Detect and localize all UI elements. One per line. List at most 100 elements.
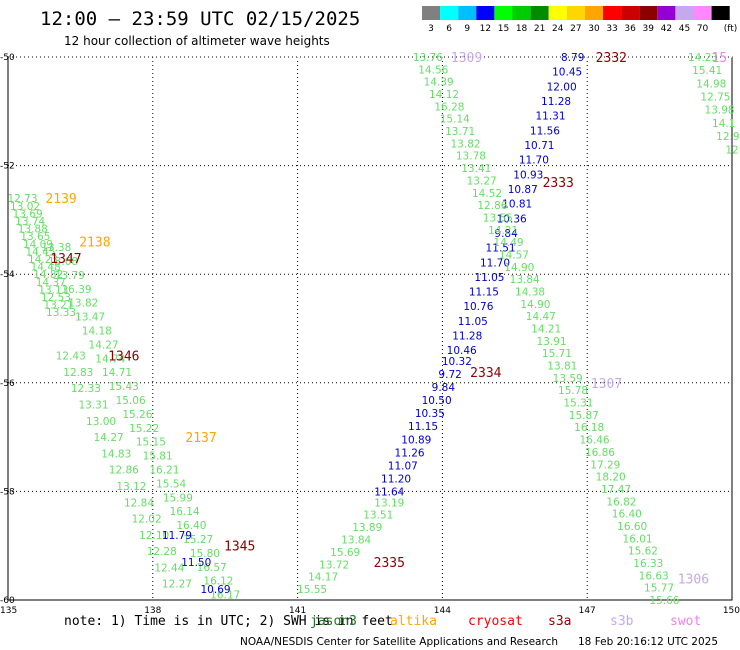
- wave-height-value: 10.93: [513, 169, 543, 181]
- colorbar-label: 27: [570, 24, 581, 34]
- wave-height-value: 14.17: [308, 572, 338, 584]
- wave-height-value: 13.59: [553, 373, 583, 385]
- y-axis-ticks: -50 -52 -54 -56 -58 -60: [0, 53, 15, 606]
- track-track-h: 13.7614.5614.3914.1216.2815.1413.7113.82…: [413, 52, 680, 607]
- footer-timestamp: 18 Feb 20:16:12 UTC 2025: [578, 636, 718, 648]
- x-tick-label: 135: [0, 606, 17, 616]
- wave-height-value: 16.82: [606, 496, 636, 508]
- wave-height-value: 15.14: [440, 114, 470, 126]
- wave-height-value: 10.81: [502, 199, 532, 211]
- wave-height-value: 12.02: [132, 514, 162, 526]
- page-title: 12:00 – 23:59 UTC 02/15/2025: [40, 8, 360, 30]
- wave-height-value: 13.51: [363, 510, 393, 522]
- wave-height-value: 13.81: [547, 361, 577, 373]
- wave-height-value: 11.20: [381, 473, 411, 485]
- wave-height-value: 12.73: [7, 193, 37, 205]
- colorbar-label: 21: [534, 24, 545, 34]
- wave-height-value: 13.55: [483, 212, 513, 224]
- wave-height-value: 13.68: [48, 256, 78, 268]
- pass-number-label: 2332: [596, 51, 627, 66]
- wave-height-value: 13.78: [456, 151, 486, 163]
- wave-height-value: 12.28: [147, 546, 177, 558]
- wave-height-value: 14.52: [472, 188, 502, 200]
- wave-height-value: 14.48: [31, 262, 61, 274]
- wave-height-value: 11.50: [181, 557, 211, 569]
- wave-height-value: 14.90: [504, 262, 534, 274]
- colorbar-swatch: [675, 6, 694, 20]
- y-tick-label: -56: [0, 379, 15, 389]
- wave-height-value: 12: [725, 144, 738, 156]
- pass-number-label: 15: [712, 51, 728, 66]
- mission-legend-s3a: s3a: [548, 614, 571, 629]
- wave-height-value: 14.09: [23, 239, 53, 251]
- colorbar-label: 12: [480, 24, 491, 34]
- colorbar-label: 9: [464, 24, 470, 34]
- wave-height-value: 14.27: [89, 339, 119, 351]
- colorbar-swatch: [530, 6, 549, 20]
- wave-height-value: 14.71: [102, 367, 132, 379]
- wave-height-value: 13.47: [75, 312, 105, 324]
- colorbar-swatch: [711, 6, 730, 20]
- y-tick-label: -54: [0, 270, 15, 280]
- wave-height-value: 11.28: [541, 96, 571, 108]
- wave-height-value: 14.21: [531, 324, 561, 336]
- wave-height-value: 14.39: [424, 77, 454, 89]
- y-tick-label: -58: [0, 487, 15, 497]
- wave-height-value: 15.66: [649, 595, 679, 607]
- wave-height-value: 9.72: [438, 369, 461, 381]
- wave-height-value: 12.53: [41, 292, 71, 304]
- wave-height-value: 13.74: [15, 216, 45, 228]
- colorbar-label: 24: [552, 24, 564, 34]
- wave-height-value: 14.74: [95, 353, 125, 365]
- track-track-a: 12.7313.0213.6913.7413.8813.6514.0914.45…: [7, 193, 76, 319]
- colorbar-swatch: [512, 6, 531, 20]
- wave-height-value: 12.00: [547, 81, 577, 93]
- wave-height-value: 11.15: [408, 421, 438, 433]
- wave-height-value: 12.10: [139, 530, 169, 542]
- wave-height-value: 13.41: [461, 163, 491, 175]
- wave-height-value: 11.07: [388, 460, 418, 472]
- pass-number-label: 1309: [451, 51, 482, 66]
- wave-height-value: 15.81: [143, 451, 173, 463]
- mission-legend-jason3: jason3: [310, 614, 357, 629]
- wave-height-value: 16.01: [623, 533, 653, 545]
- wave-height-value: 14.98: [696, 78, 726, 90]
- colorbar-label: 15: [498, 24, 509, 34]
- wave-height-value: 13.82: [451, 138, 481, 150]
- pass-number-label: 1347: [50, 252, 81, 267]
- wave-height-value: 10.89: [401, 434, 431, 446]
- wave-height-value: 16.46: [580, 435, 610, 447]
- wave-height-value: 14.37: [36, 277, 66, 289]
- wave-height-value: 16.28: [434, 101, 464, 113]
- colorbar-label: 30: [588, 24, 600, 34]
- wave-height-value: 15.54: [156, 478, 186, 490]
- wave-height-value: 12.86: [109, 465, 139, 477]
- wave-height-value: 15.77: [644, 583, 674, 595]
- colorbar-label: 39: [643, 24, 655, 34]
- track-track-c: 12.43 12.83 12.33 13.31 13.00 14.27 14.83 12.86…: [56, 351, 192, 591]
- wave-height-value: 14.90: [520, 299, 550, 311]
- x-axis-ticks: 135 138 141 144 147 150: [0, 606, 740, 616]
- wave-height-value: 10.35: [415, 408, 445, 420]
- x-tick-label: 150: [723, 606, 740, 616]
- wave-height-value: 15.22: [129, 423, 159, 435]
- wave-height-value: 12.84: [124, 497, 154, 509]
- wave-height-value: 10.32: [442, 356, 472, 368]
- colorbar-unit: (ft): [724, 24, 738, 34]
- page-subtitle: 12 hour collection of altimeter wave hei…: [64, 34, 330, 48]
- wave-height-value: 16.86: [585, 447, 615, 459]
- wave-height-value: 12.33: [71, 383, 101, 395]
- wave-height-value: 15.31: [563, 398, 593, 410]
- note-text: note: 1) Time is in UTC; 2) SWH is in fe…: [64, 614, 393, 629]
- wave-height-value: 10.71: [524, 140, 554, 152]
- wave-height-value: 12.86: [477, 200, 507, 212]
- mission-legend-swot: swot: [670, 614, 701, 629]
- pass-number-label: 1346: [108, 350, 139, 365]
- mission-legend-altika: altika: [390, 614, 437, 629]
- wave-height-value: 13.19: [374, 497, 404, 509]
- wave-height-value: 15.06: [116, 395, 146, 407]
- colorbar-swatch: [422, 6, 441, 20]
- pass-number-label: 2137: [185, 431, 216, 446]
- wave-height-value: 18.20: [596, 472, 626, 484]
- colorbar-label: 36: [624, 24, 636, 34]
